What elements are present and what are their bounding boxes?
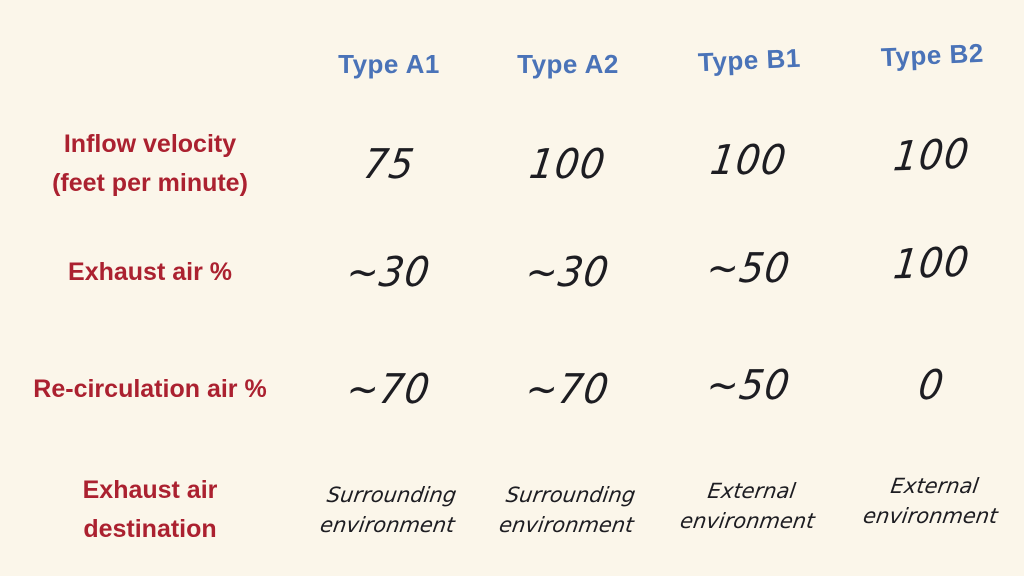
table-value: ~30	[344, 248, 434, 296]
table-value: ~70	[344, 365, 434, 413]
value-destination-type-a1: Surrounding environment	[300, 444, 478, 576]
column-header-label: Type A2	[517, 48, 619, 79]
table-value: ~50	[704, 244, 794, 292]
column-header-label: Type A1	[338, 48, 440, 79]
column-header-label: Type B1	[697, 42, 801, 77]
value-destination-type-b2: External environment	[840, 435, 1024, 567]
table-value: 100	[891, 237, 973, 289]
table-value: Surrounding environment	[497, 482, 637, 537]
value-recirculation-type-a1: ~70	[300, 334, 478, 444]
value-exhaust-type-b2: 100	[840, 201, 1024, 325]
value-exhaust-type-b1: ~50	[658, 206, 840, 330]
table-value: ~30	[523, 248, 613, 296]
column-header-type-b2: Type B2	[840, 0, 1024, 109]
table-value: ~70	[523, 365, 613, 413]
table-value: Surrounding environment	[318, 482, 458, 537]
table-value: External environment	[861, 473, 999, 528]
table-value: External environment	[678, 478, 816, 533]
column-header-label: Type B2	[880, 37, 984, 72]
row-label-exhaust-air-percent: Exhaust air %	[0, 210, 300, 334]
value-recirculation-type-a2: ~70	[478, 334, 658, 444]
row-label-line: (feet per minute)	[52, 169, 248, 197]
column-header-type-a1: Type A1	[300, 0, 478, 118]
value-recirculation-type-b1: ~50	[658, 330, 840, 440]
row-label-line: Exhaust air %	[68, 257, 232, 286]
value-destination-type-a2: Surrounding environment	[478, 444, 658, 576]
table-value: 100	[526, 140, 610, 188]
value-inflow-type-a1: 75	[300, 118, 478, 210]
value-exhaust-type-a2: ~30	[478, 210, 658, 334]
value-inflow-type-a2: 100	[478, 118, 658, 210]
value-inflow-type-b2: 100	[840, 109, 1024, 201]
row-label-recirculation-air-percent: Re-circulation air %	[0, 334, 300, 444]
value-inflow-type-b1: 100	[658, 114, 840, 206]
table-value: 0	[916, 361, 948, 409]
row-label-line: Inflow velocity	[63, 130, 237, 159]
row-label-line: Exhaust air	[82, 476, 218, 505]
column-header-type-a2: Type A2	[478, 0, 658, 118]
row-label-inflow-velocity: Inflow velocity (feet per minute)	[0, 118, 300, 210]
value-destination-type-b1: External environment	[658, 440, 840, 572]
row-label-line: Re-circulation air %	[33, 374, 267, 403]
table-value: 75	[360, 140, 418, 188]
table-value: 100	[707, 136, 791, 184]
row-label-exhaust-air-destination: Exhaust air destination	[0, 444, 300, 576]
value-exhaust-type-a1: ~30	[300, 210, 478, 334]
table-value: 100	[891, 129, 973, 181]
row-label-line: destination	[83, 515, 217, 543]
table-value: ~50	[704, 361, 794, 409]
value-recirculation-type-b2: 0	[840, 330, 1024, 440]
corner-spacer	[0, 0, 300, 118]
column-header-type-b1: Type B1	[658, 0, 840, 114]
